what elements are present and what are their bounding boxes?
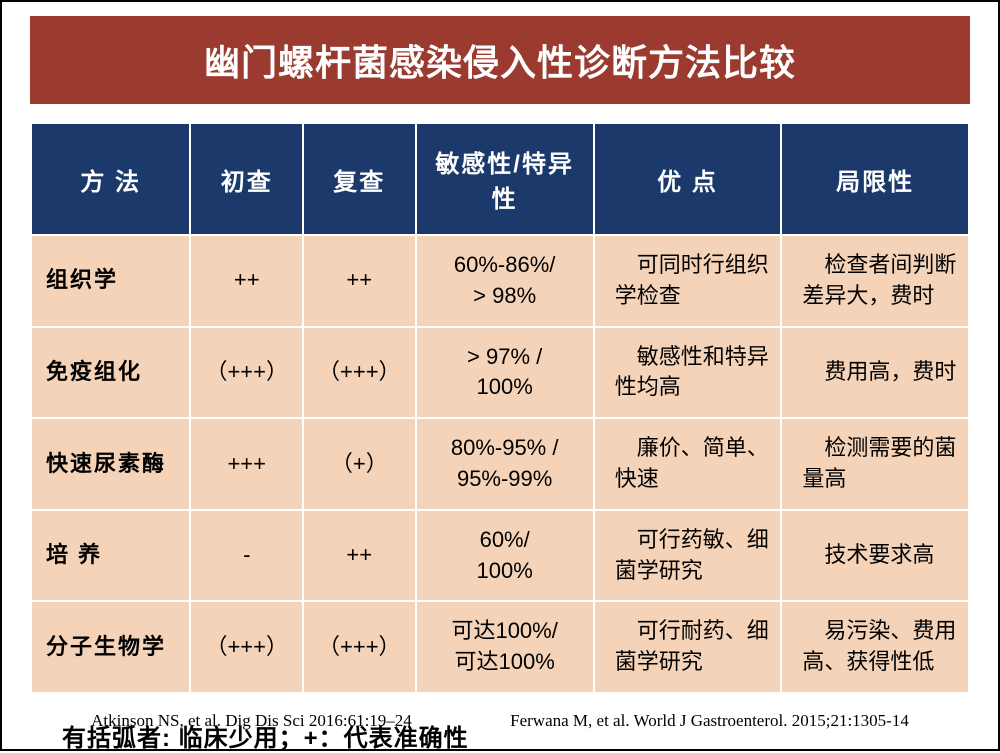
cell-recheck: ++ <box>303 235 416 327</box>
cell-recheck: ++ <box>303 510 416 602</box>
slide-title: 幽门螺杆菌感染侵入性诊断方法比较 <box>30 16 970 104</box>
references: Atkinson NS, et al. Dig Dis Sci 2016:61:… <box>2 711 998 731</box>
cell-initial: - <box>190 510 303 602</box>
cell-method: 培 养 <box>31 510 190 602</box>
table-body: 组织学 ++ ++ 60%-86%/ > 98% 可同时行组织学检查 检查者间判… <box>31 235 969 693</box>
cell-method: 分子生物学 <box>31 601 190 693</box>
cell-recheck: （+++） <box>303 601 416 693</box>
cell-cons: 技术要求高 <box>781 510 969 602</box>
cell-sens: 60%-86%/ > 98% <box>416 235 594 327</box>
cell-sens: 可达100%/ 可达100% <box>416 601 594 693</box>
col-recheck: 复查 <box>303 123 416 235</box>
col-sensitivity: 敏感性/特异性 <box>416 123 594 235</box>
table-header-row: 方 法 初查 复查 敏感性/特异性 优 点 局限性 <box>31 123 969 235</box>
table-row: 分子生物学 （+++） （+++） 可达100%/ 可达100% 可行耐药、细菌… <box>31 601 969 693</box>
cell-pros: 可行耐药、细菌学研究 <box>594 601 782 693</box>
reference-2: Ferwana M, et al. World J Gastroenterol.… <box>510 711 909 731</box>
comparison-table: 方 法 初查 复查 敏感性/特异性 优 点 局限性 组织学 ++ ++ 60%-… <box>30 122 970 694</box>
cell-pros: 可同时行组织学检查 <box>594 235 782 327</box>
col-initial: 初查 <box>190 123 303 235</box>
cell-initial: （+++） <box>190 327 303 419</box>
cell-sens: 80%-95% / 95%-99% <box>416 418 594 510</box>
cell-cons: 易污染、费用高、获得性低 <box>781 601 969 693</box>
cell-method: 组织学 <box>31 235 190 327</box>
col-method: 方 法 <box>31 123 190 235</box>
cell-cons: 检查者间判断差异大，费时 <box>781 235 969 327</box>
col-pros: 优 点 <box>594 123 782 235</box>
cell-sens: > 97% / 100% <box>416 327 594 419</box>
cell-initial: ++ <box>190 235 303 327</box>
table-row: 培 养 - ++ 60%/ 100% 可行药敏、细菌学研究 技术要求高 <box>31 510 969 602</box>
cell-method: 快速尿素酶 <box>31 418 190 510</box>
table-row: 快速尿素酶 +++ （+） 80%-95% / 95%-99% 廉价、简单、快速… <box>31 418 969 510</box>
table-row: 免疫组化 （+++） （+++） > 97% / 100% 敏感性和特异性均高 … <box>31 327 969 419</box>
cell-cons: 费用高，费时 <box>781 327 969 419</box>
cell-sens: 60%/ 100% <box>416 510 594 602</box>
cell-method: 免疫组化 <box>31 327 190 419</box>
cell-pros: 廉价、简单、快速 <box>594 418 782 510</box>
cell-pros: 敏感性和特异性均高 <box>594 327 782 419</box>
cell-recheck: （+++） <box>303 327 416 419</box>
col-cons: 局限性 <box>781 123 969 235</box>
cell-recheck: （+） <box>303 418 416 510</box>
cell-initial: （+++） <box>190 601 303 693</box>
comparison-table-wrap: 方 法 初查 复查 敏感性/特异性 优 点 局限性 组织学 ++ ++ 60%-… <box>30 122 970 694</box>
slide: 幽门螺杆菌感染侵入性诊断方法比较 方 法 初查 复查 敏感性/特异性 优 点 局… <box>0 0 1000 751</box>
cell-pros: 可行药敏、细菌学研究 <box>594 510 782 602</box>
table-row: 组织学 ++ ++ 60%-86%/ > 98% 可同时行组织学检查 检查者间判… <box>31 235 969 327</box>
reference-1: Atkinson NS, et al. Dig Dis Sci 2016:61:… <box>91 711 412 731</box>
cell-initial: +++ <box>190 418 303 510</box>
cell-cons: 检测需要的菌量高 <box>781 418 969 510</box>
